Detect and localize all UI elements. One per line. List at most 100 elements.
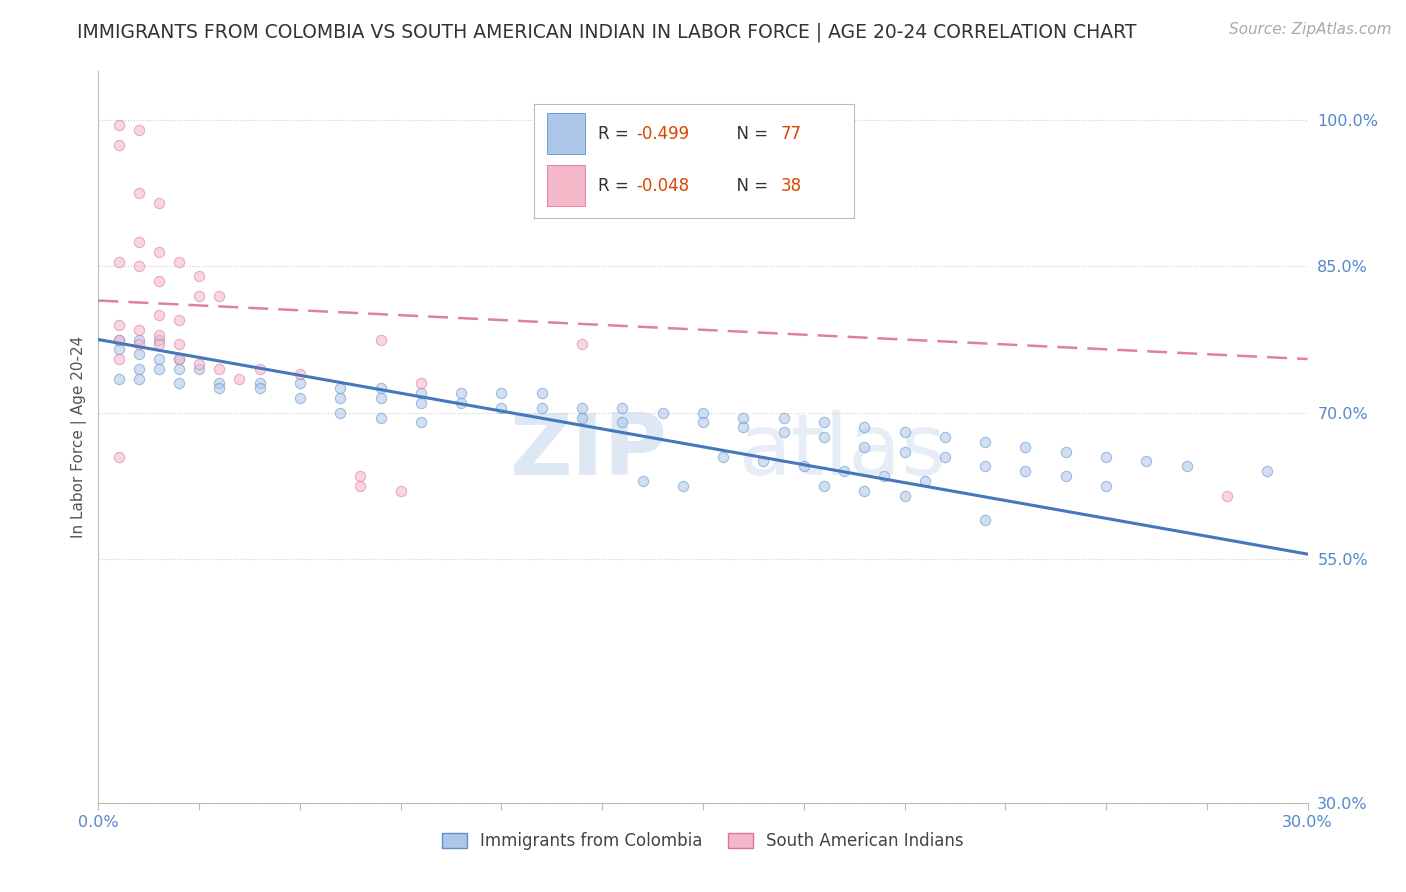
Point — [148, 361, 170, 376]
Point — [148, 337, 170, 351]
Point — [571, 410, 593, 425]
Point — [571, 337, 593, 351]
Point — [934, 450, 956, 464]
Point — [128, 186, 150, 201]
Point — [188, 269, 211, 284]
Point — [107, 137, 129, 152]
Point — [128, 323, 150, 337]
Point — [672, 479, 695, 493]
Text: ZIP: ZIP — [509, 410, 666, 493]
Point — [167, 376, 190, 391]
Point — [208, 381, 231, 395]
Point — [107, 254, 129, 268]
Point — [208, 376, 231, 391]
Point — [733, 410, 755, 425]
Point — [893, 425, 915, 440]
Point — [612, 416, 634, 430]
Legend: Immigrants from Colombia, South American Indians: Immigrants from Colombia, South American… — [436, 825, 970, 856]
Point — [1095, 479, 1118, 493]
Point — [612, 401, 634, 415]
Point — [853, 420, 876, 434]
Point — [389, 483, 412, 498]
Point — [813, 430, 835, 444]
Point — [107, 450, 129, 464]
Point — [107, 118, 129, 132]
Point — [167, 352, 190, 367]
Point — [1095, 450, 1118, 464]
Point — [631, 474, 654, 488]
Point — [853, 440, 876, 454]
Point — [692, 416, 714, 430]
Point — [1054, 444, 1077, 458]
Point — [832, 464, 855, 478]
Point — [370, 410, 392, 425]
Point — [249, 376, 271, 391]
Point — [1175, 459, 1198, 474]
Point — [148, 274, 170, 288]
Point — [530, 401, 553, 415]
Point — [772, 410, 794, 425]
Point — [409, 386, 432, 401]
Point — [1135, 454, 1157, 468]
Point — [107, 333, 129, 347]
Point — [208, 288, 231, 302]
Point — [288, 376, 311, 391]
Point — [813, 416, 835, 430]
Point — [974, 459, 997, 474]
Point — [167, 313, 190, 327]
Point — [914, 474, 936, 488]
Point — [772, 425, 794, 440]
Point — [733, 420, 755, 434]
Point — [128, 337, 150, 351]
Point — [107, 318, 129, 332]
Point — [167, 352, 190, 367]
Point — [853, 483, 876, 498]
Point — [1054, 469, 1077, 483]
Point — [249, 381, 271, 395]
Point — [752, 454, 775, 468]
Point — [530, 386, 553, 401]
Point — [1216, 489, 1239, 503]
Point — [208, 361, 231, 376]
Point — [349, 479, 371, 493]
Point — [409, 396, 432, 410]
Point — [228, 371, 250, 385]
Point — [249, 361, 271, 376]
Point — [107, 371, 129, 385]
Point — [934, 430, 956, 444]
Point — [893, 489, 915, 503]
Point — [491, 401, 513, 415]
Point — [1256, 464, 1278, 478]
Point — [148, 244, 170, 259]
Point — [107, 352, 129, 367]
Point — [893, 444, 915, 458]
Point — [692, 406, 714, 420]
Point — [813, 479, 835, 493]
Point — [409, 416, 432, 430]
Point — [450, 396, 472, 410]
Point — [873, 469, 896, 483]
Point — [1014, 464, 1036, 478]
Point — [288, 391, 311, 405]
Point — [651, 406, 673, 420]
Text: Source: ZipAtlas.com: Source: ZipAtlas.com — [1229, 22, 1392, 37]
Point — [491, 386, 513, 401]
Point — [409, 376, 432, 391]
Point — [128, 333, 150, 347]
Point — [107, 343, 129, 357]
Point — [288, 367, 311, 381]
Point — [148, 333, 170, 347]
Point — [128, 235, 150, 249]
Point — [128, 123, 150, 137]
Point — [167, 337, 190, 351]
Point — [974, 434, 997, 449]
Text: atlas: atlas — [740, 410, 948, 493]
Point — [128, 347, 150, 361]
Text: IMMIGRANTS FROM COLOMBIA VS SOUTH AMERICAN INDIAN IN LABOR FORCE | AGE 20-24 COR: IMMIGRANTS FROM COLOMBIA VS SOUTH AMERIC… — [77, 22, 1137, 42]
Point — [349, 469, 371, 483]
Point — [167, 254, 190, 268]
Point — [793, 459, 815, 474]
Point — [128, 371, 150, 385]
Y-axis label: In Labor Force | Age 20-24: In Labor Force | Age 20-24 — [72, 336, 87, 538]
Point — [167, 361, 190, 376]
